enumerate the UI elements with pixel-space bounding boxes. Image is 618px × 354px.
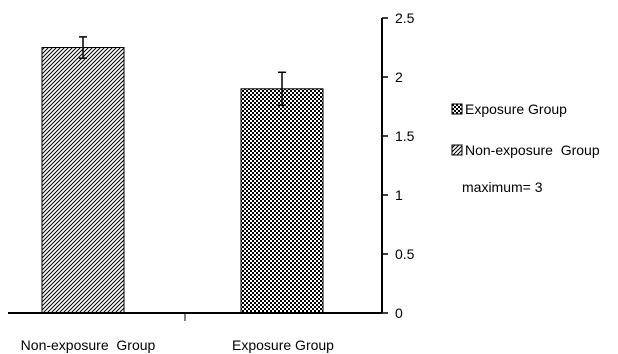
y-tick-label: 1 [395,187,403,203]
legend: Exposure Group Non-exposure Group maximu… [451,101,600,195]
y-tick-label: 0 [395,305,403,321]
y-tick-label: 2.5 [395,10,415,26]
annotation-maximum: maximum= 3 [462,179,543,195]
y-tick-label: 0.5 [395,246,415,262]
bar-non-exposure [41,47,125,314]
error-bar-exposure [278,71,286,107]
legend-label-exposure: Exposure Group [465,101,567,117]
y-tick-label: 1.5 [395,128,415,144]
bar-exposure [240,88,324,314]
error-bar-non-exposure [79,36,87,59]
legend-label-non-exposure: Non-exposure Group [465,142,600,158]
legend-item-non-exposure: Non-exposure Group [451,142,600,158]
y-tick-label: 2 [395,69,403,85]
category-label-exposure: Exposure Group [232,337,334,353]
category-label-non-exposure: Non-exposure Group [21,337,156,353]
legend-swatch-hatch [451,144,463,156]
legend-item-exposure: Exposure Group [451,101,567,117]
legend-swatch-checkerboard [451,103,463,115]
